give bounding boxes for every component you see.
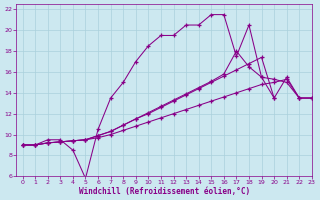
X-axis label: Windchill (Refroidissement éolien,°C): Windchill (Refroidissement éolien,°C) bbox=[78, 187, 250, 196]
